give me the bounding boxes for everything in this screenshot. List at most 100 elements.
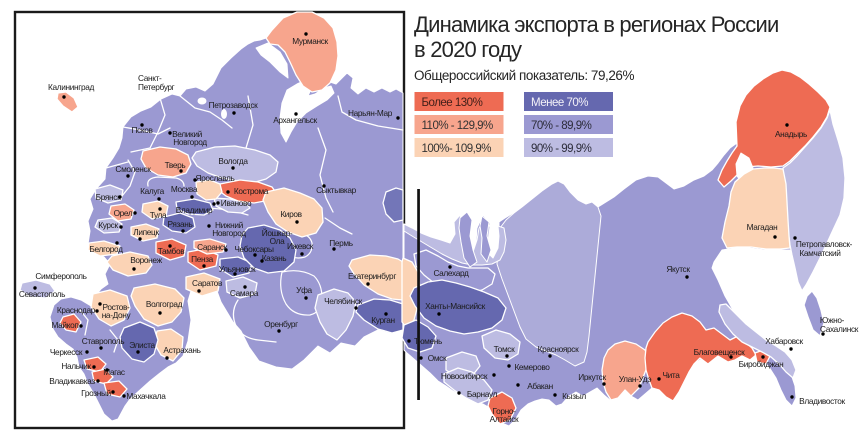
svg-text:Петрозаводск: Петрозаводск — [209, 100, 259, 110]
svg-text:Ярославль: Ярославль — [195, 173, 234, 183]
svg-text:Йошкар-: Йошкар- — [262, 227, 293, 238]
svg-text:Белгород: Белгород — [89, 244, 123, 254]
svg-text:Магас: Магас — [103, 367, 125, 377]
svg-text:Петербург: Петербург — [138, 82, 175, 92]
svg-text:Алтайск: Алтайск — [490, 414, 519, 424]
svg-text:Благовещенск: Благовещенск — [694, 347, 745, 357]
svg-text:Нальчик: Нальчик — [61, 361, 91, 371]
svg-text:Нарьян-Мар: Нарьян-Мар — [348, 108, 393, 118]
svg-text:Черкесск: Черкесск — [50, 347, 83, 357]
svg-text:Более 130%: Более 130% — [422, 97, 483, 109]
svg-text:Казань: Казань — [262, 253, 287, 263]
svg-text:Омск: Омск — [428, 353, 447, 363]
svg-text:Архангельск: Архангельск — [273, 115, 317, 125]
svg-text:Пенза: Пенза — [191, 254, 214, 264]
svg-text:Владивосток: Владивосток — [799, 396, 845, 406]
svg-text:Тюмень: Тюмень — [414, 336, 442, 346]
svg-text:Курган: Курган — [371, 315, 394, 325]
svg-text:Рязань: Рязань — [168, 219, 193, 229]
svg-text:Южно-: Южно- — [820, 315, 845, 325]
svg-text:Вологда: Вологда — [218, 156, 248, 166]
svg-text:Владимир: Владимир — [176, 205, 213, 215]
svg-text:Оренбург: Оренбург — [264, 319, 298, 329]
svg-text:Ставрополь: Ставрополь — [82, 336, 125, 346]
svg-text:Биробиджан: Биробиджан — [739, 359, 784, 369]
svg-text:Кызыл: Кызыл — [562, 391, 586, 401]
svg-text:Орел: Орел — [114, 208, 133, 218]
svg-text:Симферополь: Симферополь — [35, 271, 86, 281]
svg-text:Менее 70%: Менее 70% — [531, 97, 588, 109]
svg-text:Москва: Москва — [171, 184, 198, 194]
svg-text:Динамика экспорта в регионах Р: Динамика экспорта в регионах России — [414, 12, 778, 37]
svg-text:Абакан: Абакан — [527, 381, 553, 391]
svg-text:Иваново: Иваново — [221, 198, 252, 208]
svg-text:Ола: Ола — [270, 236, 286, 246]
svg-text:Краснодар: Краснодар — [57, 305, 96, 315]
svg-text:Екатеринбург: Екатеринбург — [348, 271, 396, 281]
svg-text:Нижний: Нижний — [215, 220, 244, 230]
svg-text:Магадан: Магадан — [747, 222, 778, 232]
svg-text:Пермь: Пермь — [329, 238, 352, 248]
svg-text:Салехард: Салехард — [433, 268, 469, 278]
svg-text:Улан-Удэ: Улан-Удэ — [619, 374, 652, 384]
svg-text:Уфа: Уфа — [296, 285, 312, 295]
svg-text:Новосибирск: Новосибирск — [441, 371, 488, 381]
svg-text:Тула: Тула — [150, 210, 167, 220]
svg-text:Чебоксары: Чебоксары — [234, 244, 274, 254]
svg-text:110% - 129,9%: 110% - 129,9% — [422, 120, 494, 132]
svg-text:Петропавловск-: Петропавловск- — [796, 239, 853, 249]
svg-text:Волгоград: Волгоград — [146, 299, 183, 309]
svg-text:Калининград: Калининград — [48, 82, 94, 92]
svg-text:70% - 89,9%: 70% - 89,9% — [531, 120, 592, 132]
svg-text:Ростов-: Ростов- — [103, 302, 131, 312]
svg-text:Томск: Томск — [494, 344, 515, 354]
svg-text:Брянск: Брянск — [96, 192, 121, 202]
svg-text:Тамбов: Тамбов — [158, 246, 186, 256]
svg-text:Калуга: Калуга — [140, 186, 165, 196]
svg-text:Махачкала: Махачкала — [126, 391, 166, 401]
svg-text:Иркутск: Иркутск — [578, 372, 606, 382]
svg-text:Хабаровск: Хабаровск — [765, 336, 803, 346]
svg-text:Челябинск: Челябинск — [324, 296, 363, 306]
svg-text:Липецк: Липецк — [133, 227, 159, 237]
svg-text:Якутск: Якутск — [666, 264, 690, 274]
svg-text:Киров: Киров — [280, 209, 302, 219]
svg-text:Владикавказ: Владикавказ — [49, 376, 95, 386]
svg-text:Барнаул: Барнаул — [467, 389, 498, 399]
svg-text:Сахалинск: Сахалинск — [820, 324, 859, 334]
svg-text:Мурманск: Мурманск — [292, 36, 328, 46]
svg-text:Воронеж: Воронеж — [130, 255, 162, 265]
svg-text:Ханты-Мансийск: Ханты-Мансийск — [425, 301, 485, 311]
svg-text:Анадырь: Анадырь — [775, 129, 807, 139]
svg-text:Горно-: Горно- — [492, 406, 516, 416]
svg-text:Астрахань: Астрахань — [163, 345, 200, 355]
svg-text:Псков: Псков — [131, 125, 153, 135]
svg-text:в 2020 году: в 2020 году — [414, 37, 522, 62]
svg-text:Санкт-: Санкт- — [138, 73, 162, 83]
svg-text:Кострома: Кострома — [234, 186, 269, 196]
svg-text:Смоленск: Смоленск — [115, 164, 151, 174]
svg-text:Красноярск: Красноярск — [538, 344, 580, 354]
svg-text:Сыктывкар: Сыктывкар — [316, 185, 356, 195]
svg-text:Саратов: Саратов — [192, 278, 223, 288]
svg-text:Элиста: Элиста — [129, 340, 155, 350]
svg-text:Кемерово: Кемерово — [514, 362, 550, 372]
svg-text:Великий: Великий — [172, 129, 203, 139]
svg-text:Грозный: Грозный — [81, 388, 111, 398]
svg-text:Ульяновск: Ульяновск — [219, 264, 256, 274]
svg-text:Ижевск: Ижевск — [287, 241, 314, 251]
svg-text:Общероссийский показатель: 79,: Общероссийский показатель: 79,26% — [414, 68, 634, 83]
svg-text:Самара: Самара — [230, 288, 259, 298]
svg-text:Новгород: Новгород — [173, 137, 207, 147]
svg-text:Тверь: Тверь — [165, 160, 186, 170]
svg-text:на-Дону: на-Дону — [102, 310, 132, 320]
svg-text:Чита: Чита — [662, 370, 680, 380]
svg-text:Новгород: Новгород — [212, 228, 246, 238]
svg-text:Саранск: Саранск — [197, 242, 228, 252]
svg-text:100%- 109,9%: 100%- 109,9% — [422, 143, 492, 155]
svg-text:Майкоп: Майкоп — [52, 320, 79, 330]
svg-text:Камчатский: Камчатский — [799, 248, 841, 258]
svg-text:Курск: Курск — [98, 220, 118, 230]
svg-text:90% - 99,9%: 90% - 99,9% — [531, 143, 592, 155]
svg-text:Севастополь: Севастополь — [19, 289, 65, 299]
